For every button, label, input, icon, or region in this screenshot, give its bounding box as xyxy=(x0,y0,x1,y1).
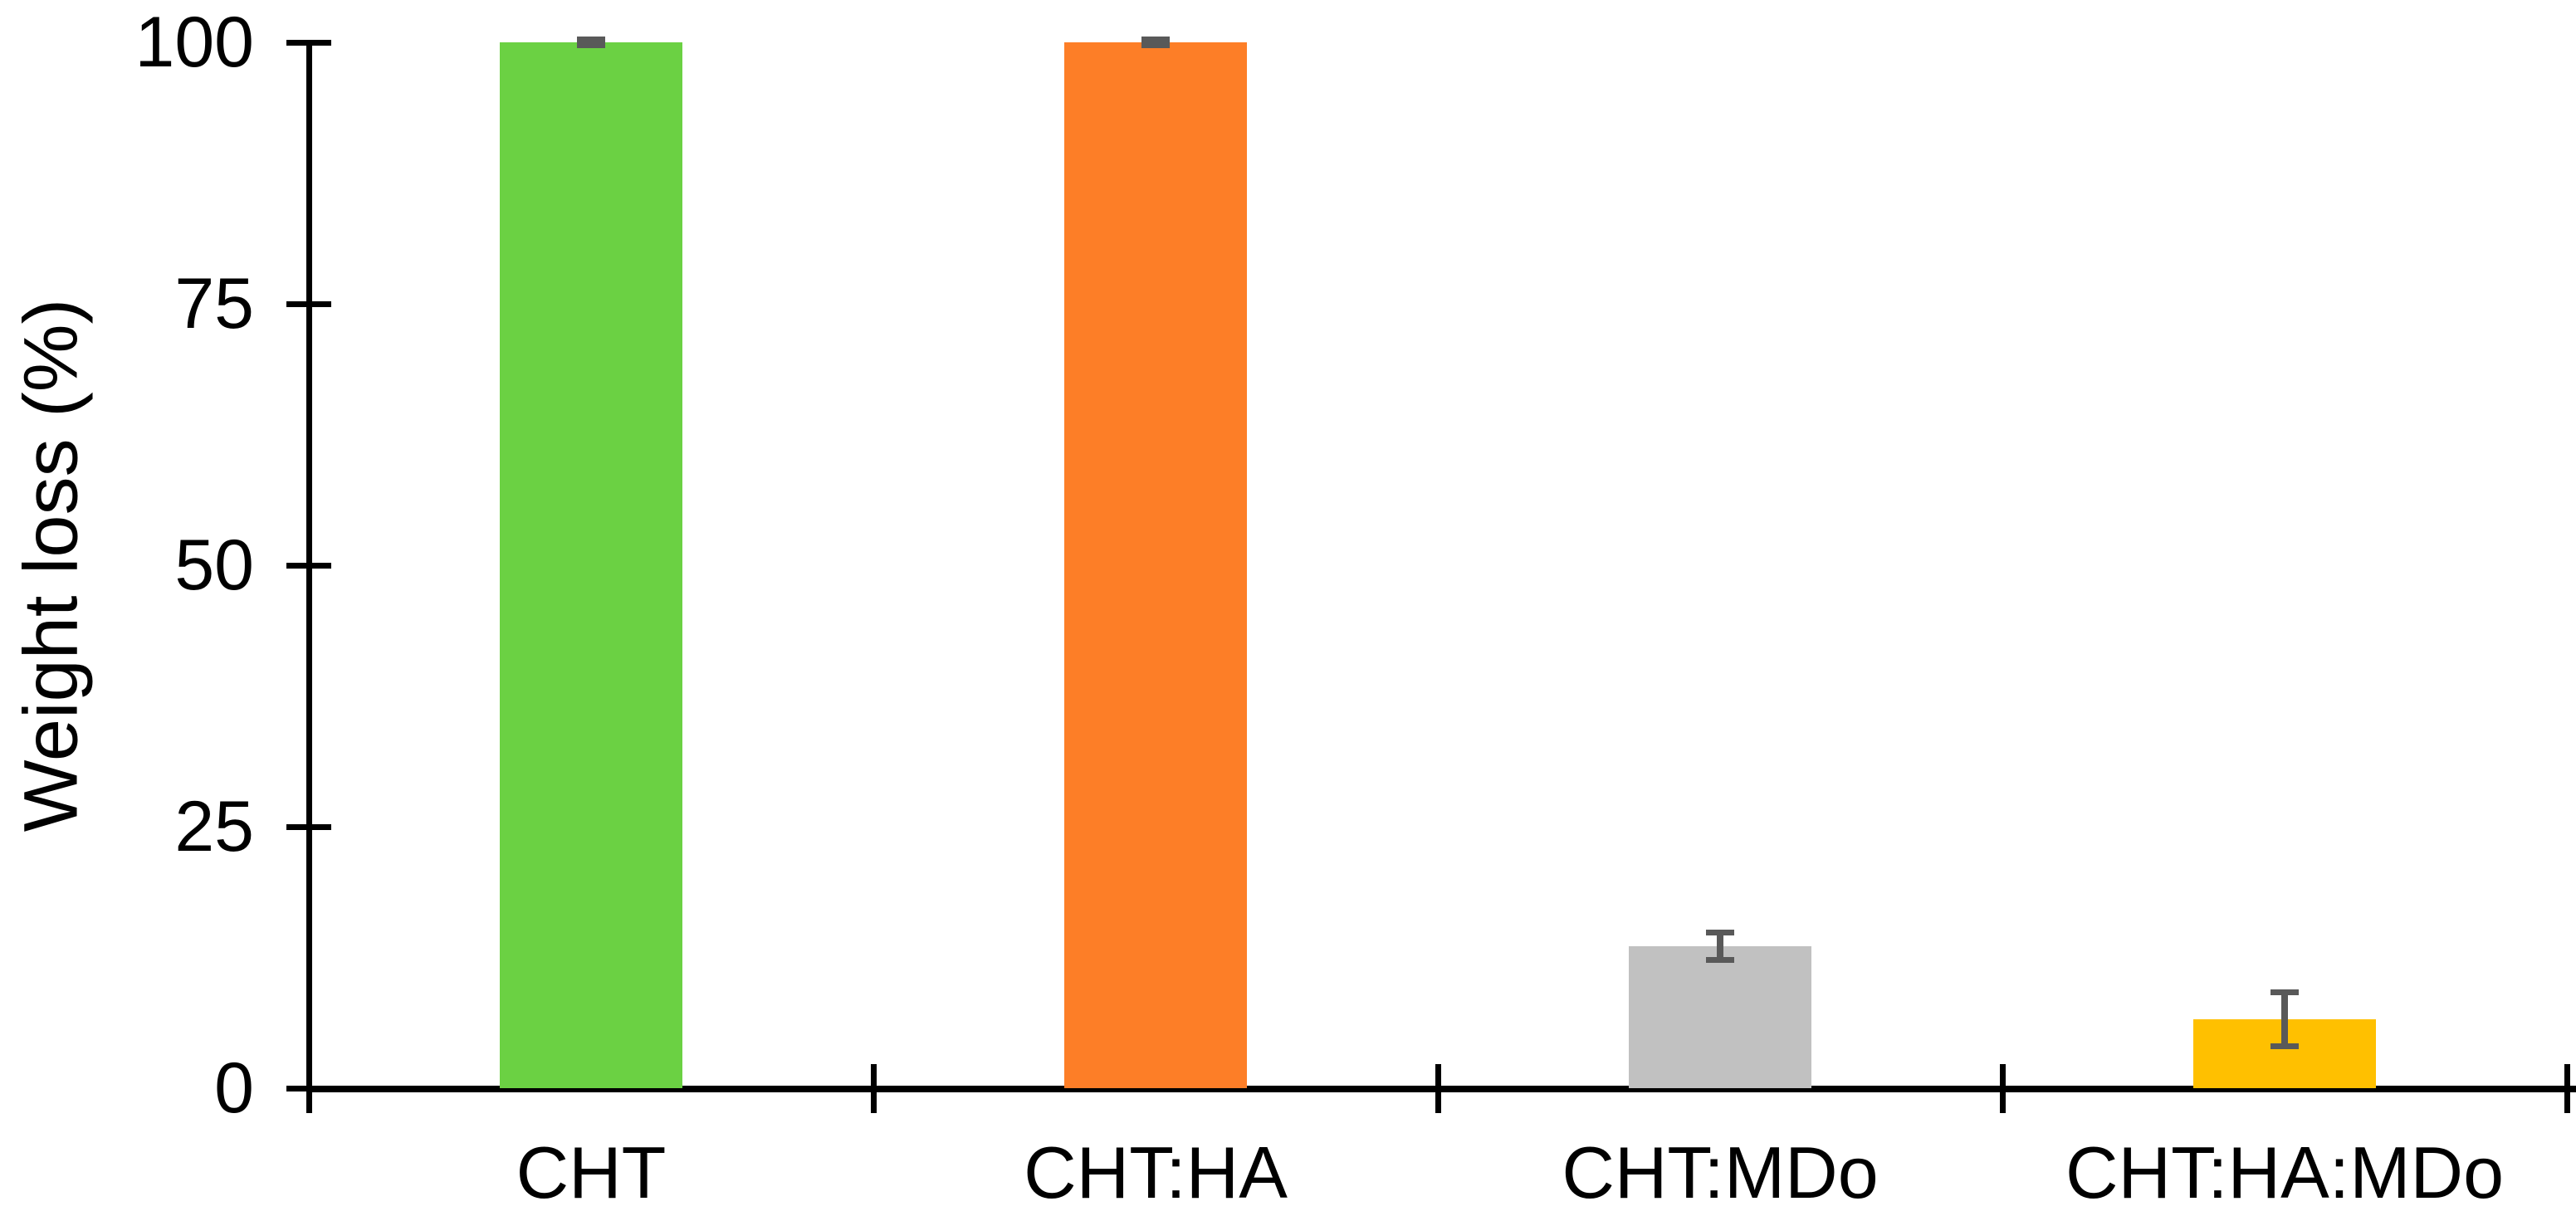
x-axis-tick xyxy=(2564,1064,2570,1113)
x-category-label: CHT:HA xyxy=(1024,1131,1288,1214)
y-tick-label: 50 xyxy=(174,525,254,605)
x-axis-line xyxy=(306,1086,2576,1092)
bar-cht-ha xyxy=(1064,42,1247,1088)
y-tick-label: 0 xyxy=(214,1048,254,1128)
error-bar-cap-top xyxy=(1706,930,1734,935)
x-axis-tick xyxy=(306,1064,312,1113)
error-bar-line xyxy=(1717,932,1723,960)
x-axis-tick xyxy=(871,1064,877,1113)
bar-cht xyxy=(500,42,682,1088)
error-bar-cap-top xyxy=(1141,37,1170,42)
error-bar-line xyxy=(2281,992,2288,1047)
error-bar-cap-bottom xyxy=(1706,957,1734,963)
x-axis-tick xyxy=(1435,1064,1441,1113)
y-tick-label: 75 xyxy=(174,264,254,344)
y-axis-tick xyxy=(286,301,331,307)
x-axis-tick xyxy=(2000,1064,2006,1113)
error-bar-cap-top xyxy=(2270,989,2299,995)
y-axis-tick xyxy=(286,40,331,46)
y-tick-label: 100 xyxy=(134,2,255,82)
x-category-label: CHT:HA:MDo xyxy=(2065,1131,2505,1214)
error-bar-cap-top xyxy=(577,37,605,42)
error-bar-cap-bottom xyxy=(2270,1043,2299,1049)
x-category-label: CHT:MDo xyxy=(1562,1131,1879,1214)
bar-cht-mdo xyxy=(1629,946,1811,1088)
error-bar-cap-bottom xyxy=(577,42,605,48)
y-axis-tick xyxy=(286,824,331,830)
error-bar-cap-bottom xyxy=(1141,42,1170,48)
y-tick-label: 25 xyxy=(174,787,254,867)
x-category-label: CHT xyxy=(516,1131,667,1214)
y-axis-tick xyxy=(286,563,331,569)
